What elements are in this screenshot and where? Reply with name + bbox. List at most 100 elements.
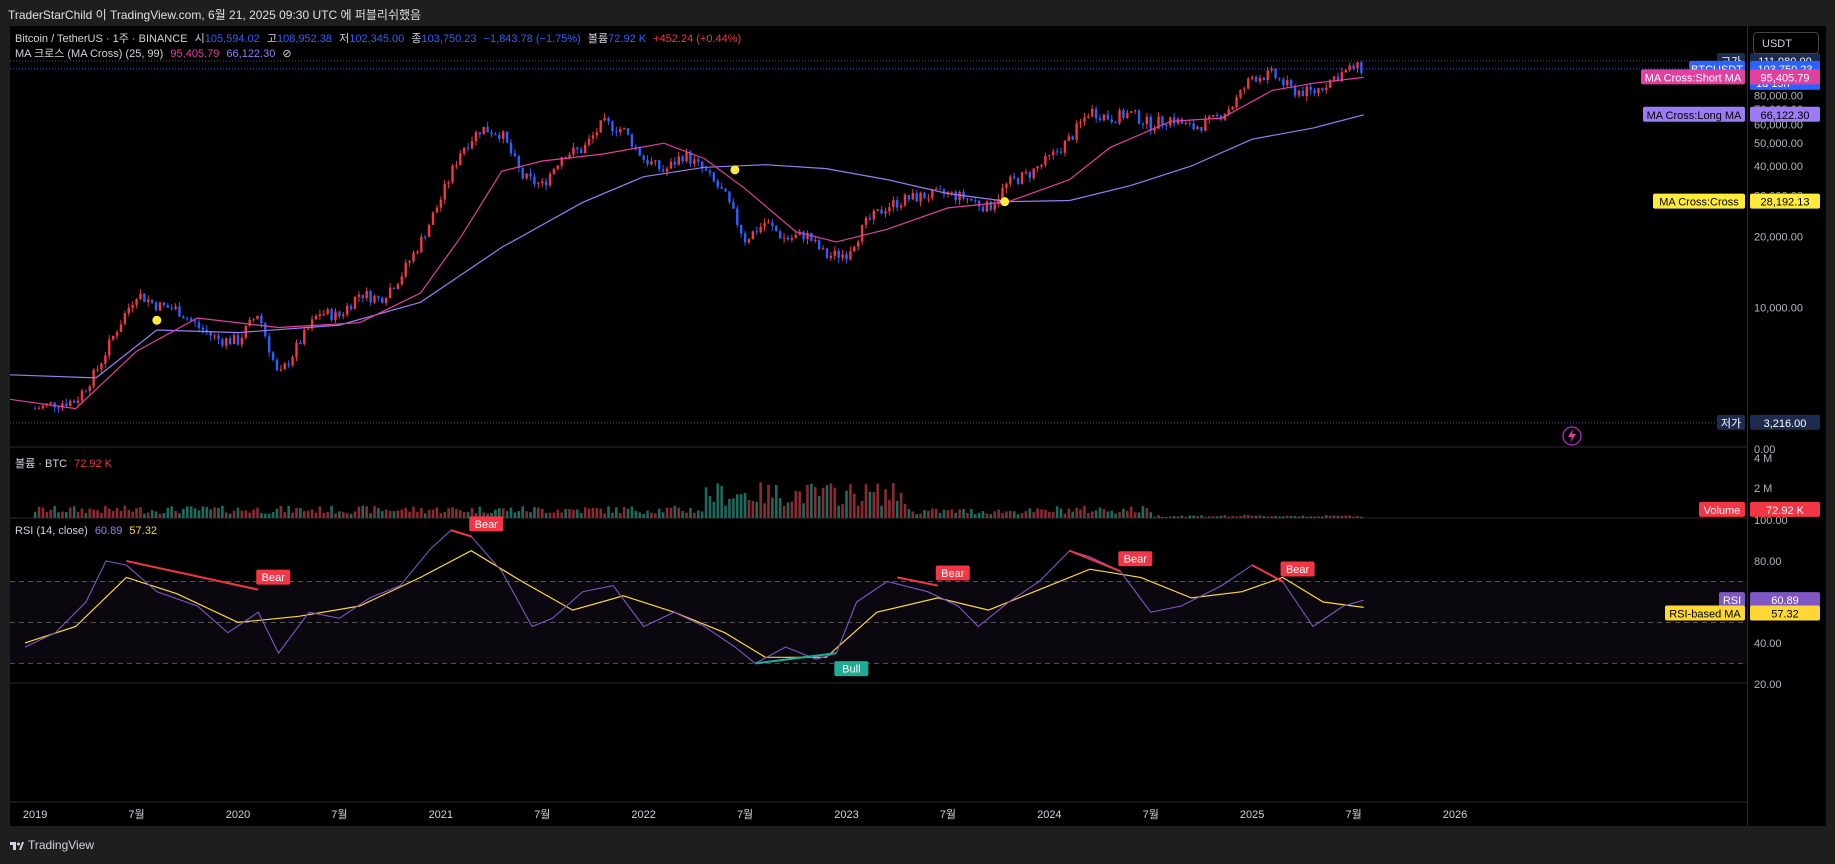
volume-bar bbox=[665, 507, 669, 518]
volume-bar bbox=[677, 507, 681, 518]
candle-body bbox=[747, 239, 751, 243]
rsi-legend[interactable]: RSI (14, close) 60.89 57.32 bbox=[15, 525, 161, 537]
divergence-line bbox=[1251, 564, 1284, 583]
candle-body bbox=[388, 287, 392, 299]
volume-bar bbox=[88, 508, 92, 518]
volume-bar bbox=[244, 510, 248, 518]
low-value-tag: 3,216.00 bbox=[1764, 418, 1807, 430]
candle-body bbox=[135, 299, 138, 305]
candle-body bbox=[209, 331, 212, 336]
candle-body bbox=[1055, 151, 1059, 153]
candle-body bbox=[248, 319, 251, 326]
candle-body bbox=[903, 194, 907, 206]
candle-body bbox=[1258, 77, 1262, 82]
volume-legend[interactable]: 볼륨 · BTC 72.92 K bbox=[15, 455, 116, 471]
volume-bar bbox=[942, 509, 946, 518]
volume-bar bbox=[759, 482, 762, 518]
volume-bar bbox=[115, 507, 119, 518]
candle-body bbox=[1106, 114, 1110, 120]
candle-body bbox=[306, 328, 310, 330]
candle-body bbox=[931, 189, 934, 199]
candle-body bbox=[790, 237, 794, 240]
volume-bar bbox=[1215, 516, 1219, 518]
volume-bar bbox=[743, 492, 747, 518]
volume-bar bbox=[934, 508, 938, 518]
candle-body bbox=[369, 291, 372, 303]
volume-bar bbox=[381, 511, 384, 518]
volume-bar bbox=[739, 494, 743, 518]
volume-bar bbox=[326, 511, 329, 518]
volume-bar bbox=[724, 505, 727, 518]
volume-bar bbox=[1110, 510, 1114, 518]
volume-bar bbox=[65, 511, 68, 518]
volume-bar bbox=[1336, 515, 1340, 518]
volume-bar bbox=[985, 513, 989, 518]
volume-bar bbox=[271, 511, 275, 518]
price-axis[interactable]: 0.0010,000.0020,000.0030,000.0040,000.00… bbox=[1747, 26, 1826, 826]
currency-button[interactable]: USDT bbox=[1753, 32, 1819, 54]
candle-body bbox=[798, 231, 801, 235]
volume-bar bbox=[420, 507, 423, 518]
candle-body bbox=[537, 183, 540, 185]
low-name-tag-box bbox=[1717, 414, 1745, 430]
candle-body bbox=[907, 194, 911, 200]
candle-body bbox=[256, 315, 259, 320]
candle-body bbox=[123, 313, 127, 325]
volume-bar bbox=[579, 512, 583, 518]
volume-bar bbox=[1048, 511, 1051, 518]
candle-body bbox=[1087, 116, 1090, 118]
volume-bar bbox=[1254, 515, 1258, 518]
volume-bar bbox=[345, 513, 349, 518]
volume-bar bbox=[1141, 505, 1145, 518]
candle-body bbox=[1215, 114, 1219, 116]
volume-bar bbox=[310, 509, 314, 518]
candle-body bbox=[1262, 77, 1266, 81]
candle-body bbox=[954, 191, 957, 201]
candle-body bbox=[88, 386, 91, 391]
volume-bar bbox=[193, 508, 197, 518]
ma-legend[interactable]: MA 크로스 (MA Cross) (25, 99) 95,405.79 66,… bbox=[15, 45, 296, 61]
volume-bar bbox=[958, 509, 961, 518]
ma-cross-dot bbox=[152, 315, 162, 325]
candle-body bbox=[1044, 155, 1047, 165]
volume-bar bbox=[416, 512, 419, 518]
volume-bar bbox=[782, 505, 786, 518]
candle-body bbox=[974, 200, 977, 202]
volume-bar bbox=[938, 512, 942, 518]
candle-body bbox=[104, 355, 107, 364]
volume-bar bbox=[217, 507, 220, 518]
volume-bar bbox=[907, 509, 911, 518]
divergence-line bbox=[1069, 549, 1121, 573]
volume-value-tag: 72.92 K bbox=[1766, 505, 1805, 517]
candle-body bbox=[1305, 86, 1308, 96]
volume-bar bbox=[306, 510, 310, 518]
candle-body bbox=[685, 151, 688, 162]
candle-body bbox=[1340, 72, 1344, 82]
volume-bar bbox=[509, 507, 513, 518]
candle-body bbox=[872, 210, 875, 220]
volume-bar bbox=[486, 513, 489, 518]
volume-bar bbox=[876, 483, 879, 518]
volume-bar bbox=[864, 484, 868, 518]
candle-body bbox=[759, 226, 762, 233]
volume-bar bbox=[1090, 511, 1094, 518]
time-tick-label: 7월 bbox=[331, 808, 347, 821]
volume-bar bbox=[1044, 509, 1047, 518]
volume-bar bbox=[654, 513, 657, 518]
divergence-label-box bbox=[1280, 561, 1315, 577]
volume-bar bbox=[1071, 511, 1075, 518]
volume-bar bbox=[845, 490, 848, 518]
volume-bar bbox=[806, 484, 809, 518]
candle-body bbox=[1188, 122, 1191, 124]
candle-body bbox=[420, 236, 423, 253]
candle-body bbox=[115, 332, 119, 336]
candle-body bbox=[634, 146, 638, 148]
volume-bar bbox=[357, 506, 361, 518]
long-ma-name-tag-box bbox=[1643, 106, 1745, 122]
hidden-icon[interactable]: ⊘ bbox=[282, 48, 292, 60]
candle-body bbox=[232, 335, 236, 344]
chart-area[interactable]: Bear Bear Bull Bear Bear Bear 2019 7월 2020 7월 2021… bbox=[10, 26, 1747, 826]
candle-body bbox=[435, 207, 439, 213]
volume-value-tag-box bbox=[1750, 501, 1820, 517]
